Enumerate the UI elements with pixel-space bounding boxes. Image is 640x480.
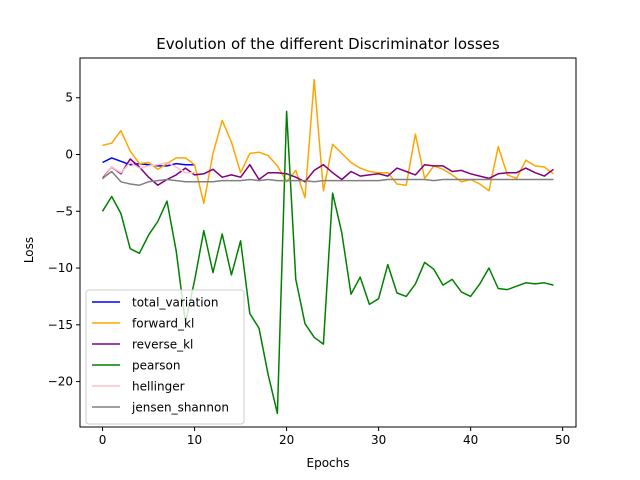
series-line-pearson — [101, 110, 554, 415]
legend-label: pearson — [132, 359, 181, 373]
x-tick-label: 40 — [463, 433, 478, 447]
chart-title: Evolution of the different Discriminator… — [156, 35, 500, 53]
legend-label: jensen_shannon — [131, 401, 229, 415]
legend-label: forward_kl — [132, 317, 194, 331]
series-line-hellinger — [101, 161, 195, 180]
y-tick-label: −20 — [48, 375, 73, 389]
y-tick-label: 0 — [65, 148, 73, 162]
plot-frame — [79, 57, 577, 428]
y-axis-label: Loss — [22, 237, 36, 263]
y-tick-label: −5 — [55, 204, 73, 218]
legend-label: total_variation — [132, 296, 219, 310]
x-tick-label: 30 — [371, 433, 386, 447]
series-line-forward-kl — [102, 78, 554, 205]
x-tick-label: 20 — [279, 433, 294, 447]
legend-box — [85, 289, 245, 425]
x-tick-label: 0 — [99, 433, 107, 447]
y-tick-label: −15 — [48, 318, 73, 332]
legend: total_variation forward_kl reverse_klpears… — [85, 289, 245, 425]
x-axis-label: Epochs — [307, 456, 350, 470]
series-line-jensen-shannon — [102, 170, 554, 186]
y-tick-label: 5 — [65, 91, 73, 105]
series-line-total-variation — [102, 157, 195, 167]
y-tick-label: −10 — [48, 261, 73, 275]
legend-label: reverse_kl — [132, 338, 193, 352]
x-tick-label: 10 — [187, 433, 202, 447]
series-line-reverse-kl — [101, 158, 554, 186]
legend-label: hellinger — [132, 380, 185, 394]
series-layer — [101, 78, 554, 415]
x-tick-label: 50 — [555, 433, 570, 447]
